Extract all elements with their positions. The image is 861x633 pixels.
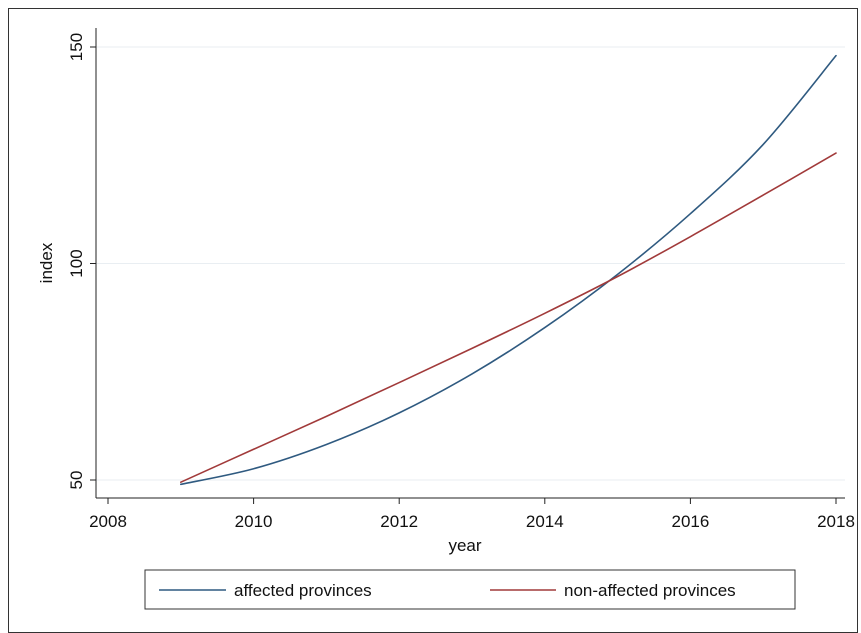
gridlines [96, 46, 845, 481]
legend-box [144, 569, 796, 610]
x-axis-label: year [448, 536, 481, 555]
y-axis-ticks: 50 100 150 [67, 33, 96, 490]
y-tick-label-50: 50 [67, 471, 86, 490]
x-tick-label-2014: 2014 [526, 512, 564, 531]
y-tick-label-100: 100 [67, 249, 86, 277]
y-axis-label: index [37, 242, 56, 283]
series-line-non-affected-provinces [180, 152, 837, 483]
legend-label-affected: affected provinces [234, 581, 372, 600]
x-tick-label-2012: 2012 [380, 512, 418, 531]
legend-label-non-affected: non-affected provinces [564, 581, 736, 600]
legend: affected provinces non-affected province… [144, 569, 796, 610]
y-tick-label-150: 150 [67, 33, 86, 61]
series-lines [180, 54, 837, 486]
x-tick-label-2018: 2018 [817, 512, 855, 531]
x-tick-label-2010: 2010 [235, 512, 273, 531]
x-axis-ticks: 2008 2010 2012 2014 2016 2018 [89, 498, 855, 531]
x-tick-label-2008: 2008 [89, 512, 127, 531]
series-line-affected-provinces [180, 54, 837, 486]
x-tick-label-2016: 2016 [671, 512, 709, 531]
